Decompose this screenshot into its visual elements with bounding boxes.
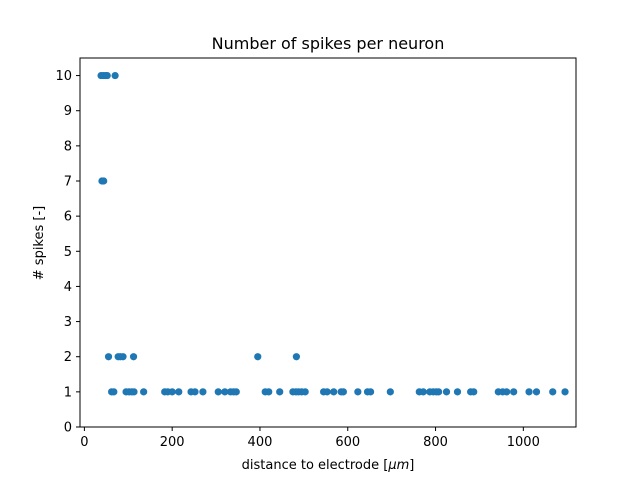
data-point xyxy=(100,177,108,185)
data-point xyxy=(175,388,183,396)
y-tick-label: 4 xyxy=(64,280,72,295)
data-point xyxy=(453,388,462,396)
data-point xyxy=(532,388,541,396)
data-point xyxy=(276,388,284,396)
data-point xyxy=(292,353,300,361)
y-tick-label: 9 xyxy=(64,104,72,119)
x-axis-label: distance to electrode [μm] xyxy=(242,458,415,473)
y-tick-label: 1 xyxy=(64,385,72,400)
data-point xyxy=(442,388,451,396)
y-axis-ticks: 0 1 2 3 4 5 6 7 8 9 10 xyxy=(55,69,80,436)
data-point xyxy=(199,388,207,396)
data-point xyxy=(110,388,118,396)
x-tick-label: 400 xyxy=(248,435,273,450)
data-point xyxy=(104,353,113,361)
x-axis-label-text: distance to electrode [ xyxy=(242,458,389,473)
data-point xyxy=(140,388,148,396)
y-tick-label: 6 xyxy=(64,210,72,225)
data-point xyxy=(254,353,262,361)
data-point xyxy=(323,388,331,396)
x-tick-label: 600 xyxy=(335,435,360,450)
chart-title: Number of spikes per neuron xyxy=(212,34,445,53)
plot-area-frame xyxy=(79,57,577,428)
data-point xyxy=(129,353,138,361)
data-point xyxy=(435,388,443,396)
data-point xyxy=(339,388,347,396)
data-point xyxy=(301,388,309,396)
data-point xyxy=(232,388,240,396)
x-tick-label: 200 xyxy=(160,435,185,450)
data-point xyxy=(470,388,478,396)
y-tick-label: 10 xyxy=(55,69,72,84)
data-point xyxy=(549,388,557,396)
x-axis-label-unit: μm xyxy=(387,458,409,473)
y-tick-label: 5 xyxy=(64,245,72,260)
data-point xyxy=(503,388,511,396)
data-point xyxy=(111,71,119,80)
x-axis-label-close: ] xyxy=(409,458,414,473)
data-point xyxy=(419,388,427,396)
y-tick-label: 7 xyxy=(64,175,72,190)
x-axis-ticks: 0 200 400 600 800 1000 xyxy=(80,427,540,450)
data-point xyxy=(366,388,375,396)
y-tick-label: 8 xyxy=(64,139,72,154)
data-point xyxy=(119,353,127,361)
data-point xyxy=(265,388,273,396)
x-tick-label: 1000 xyxy=(507,435,540,450)
y-tick-label: 0 xyxy=(64,421,72,436)
data-point xyxy=(191,388,199,396)
data-point xyxy=(168,388,176,396)
data-point xyxy=(386,388,394,396)
data-point xyxy=(214,388,222,396)
data-point xyxy=(510,388,518,396)
data-points xyxy=(97,71,569,396)
data-point xyxy=(525,388,533,396)
y-axis-label: # spikes [-] xyxy=(32,206,47,280)
data-point xyxy=(103,71,111,80)
y-tick-label: 2 xyxy=(64,350,72,365)
data-point xyxy=(130,388,138,396)
y-tick-label: 3 xyxy=(64,315,72,330)
data-point xyxy=(561,388,569,396)
data-point xyxy=(330,388,338,396)
x-tick-label: 0 xyxy=(80,435,88,450)
data-point xyxy=(354,388,362,396)
x-tick-label: 800 xyxy=(423,435,448,450)
data-point xyxy=(221,388,229,396)
